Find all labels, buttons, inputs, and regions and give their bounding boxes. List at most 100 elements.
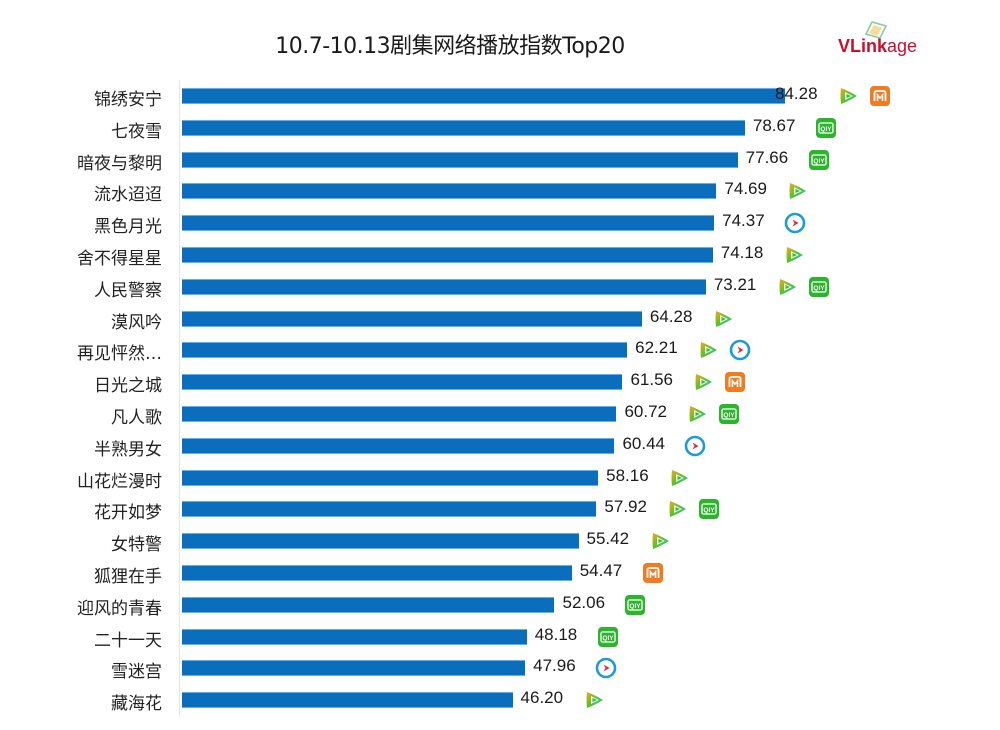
category-label: 山花烂漫时	[77, 471, 162, 492]
bar-row: 七夜雪 78.67 QIY	[0, 112, 1000, 144]
iqiyi-icon: QIY	[808, 276, 830, 298]
value-label: 74.37	[722, 211, 765, 231]
bar	[182, 692, 513, 709]
bar	[182, 437, 615, 454]
youku-icon	[684, 435, 706, 457]
bar	[182, 374, 623, 391]
logo-wordmark: VLinkage	[838, 36, 918, 56]
platform-icons: QIY	[815, 117, 837, 139]
tencent-video-icon	[692, 371, 714, 393]
platform-icons: QIY	[666, 498, 720, 520]
bar-row: 花开如梦 57.92 QIY	[0, 493, 1000, 525]
tencent-video-icon	[776, 276, 798, 298]
bar	[182, 342, 628, 359]
bar	[182, 119, 745, 136]
svg-text:QIY: QIY	[724, 412, 736, 419]
bar	[182, 596, 555, 613]
bar-row: 藏海花 46.20	[0, 684, 1000, 716]
svg-text:QIY: QIY	[602, 635, 614, 642]
svg-text:QIY: QIY	[813, 285, 825, 292]
platform-icons: QIY	[686, 403, 740, 425]
platform-icons	[837, 85, 891, 107]
value-label: 48.18	[534, 624, 578, 644]
vlinkage-logo: VLinkage	[838, 20, 938, 60]
category-label: 漠风吟	[111, 312, 162, 333]
bar	[182, 533, 579, 550]
bar	[182, 660, 526, 677]
svg-text:QIY: QIY	[813, 158, 825, 165]
platform-icons: QIY	[624, 594, 646, 616]
tencent-video-icon	[837, 85, 859, 107]
value-label: 57.92	[604, 497, 647, 517]
category-label: 流水迢迢	[94, 185, 162, 206]
value-label: 52.06	[562, 592, 606, 612]
bar-row: 舍不得星星 74.18	[0, 239, 1000, 271]
bar-row: 二十一天 48.18 QIY	[0, 621, 1000, 653]
value-label: 62.21	[635, 338, 678, 358]
bar-row: 再见怦然… 62.21	[0, 334, 1000, 366]
platform-icons	[684, 435, 706, 457]
value-label: 60.72	[624, 402, 667, 421]
bar	[182, 278, 706, 295]
mango-tv-icon	[724, 371, 746, 393]
category-label: 暗夜与黎明	[77, 153, 162, 174]
platform-icons: QIY	[808, 149, 830, 171]
category-label: 黑色月光	[94, 217, 162, 238]
platform-icons	[712, 308, 734, 330]
category-label: 迎风的青春	[77, 598, 162, 619]
svg-text:QIY: QIY	[704, 508, 716, 515]
platform-icons	[668, 467, 690, 489]
bar-row: 日光之城 61.56	[0, 366, 1000, 398]
platform-icons	[649, 530, 671, 552]
category-label: 再见怦然…	[77, 344, 162, 365]
category-label: 半熟男女	[94, 439, 162, 460]
value-label: 77.66	[745, 147, 789, 167]
chart-title: 10.7-10.13剧集网络播放指数Top20	[275, 34, 625, 59]
value-label: 61.56	[630, 370, 673, 390]
tencent-video-icon	[583, 689, 605, 711]
platform-icons	[595, 657, 617, 679]
iqiyi-icon: QIY	[718, 403, 740, 425]
platform-icons	[783, 244, 805, 266]
bar	[182, 501, 597, 518]
iqiyi-icon: QIY	[624, 594, 646, 616]
bar	[182, 151, 738, 168]
bar	[182, 310, 642, 327]
tencent-video-icon	[666, 498, 688, 520]
iqiyi-icon: QIY	[597, 626, 619, 648]
platform-icons: QIY	[776, 276, 830, 298]
youku-icon	[784, 212, 806, 234]
value-label: 54.47	[579, 561, 623, 580]
category-label: 日光之城	[94, 376, 162, 397]
platform-icons	[583, 689, 605, 711]
value-label: 47.96	[533, 656, 576, 676]
value-label: 46.20	[520, 688, 564, 708]
value-label: 55.42	[586, 529, 630, 549]
bar-row: 狐狸在手 54.47	[0, 557, 1000, 589]
value-label: 78.67	[752, 115, 796, 135]
bar-row: 半熟男女 60.44	[0, 430, 1000, 462]
logo-mark-icon	[864, 21, 888, 39]
bar	[182, 469, 599, 486]
category-label: 藏海花	[111, 694, 162, 715]
category-label: 七夜雪	[111, 121, 162, 142]
bar-row: 雪迷宫 47.96	[0, 652, 1000, 684]
bar-row: 女特警 55.42	[0, 525, 1000, 557]
youku-icon	[595, 657, 617, 679]
platform-icons	[784, 212, 806, 234]
bar	[182, 628, 527, 645]
mango-tv-icon	[642, 562, 664, 584]
value-label: 74.18	[720, 243, 764, 262]
tencent-video-icon	[649, 530, 671, 552]
tencent-video-icon	[697, 339, 719, 361]
platform-icons	[697, 339, 751, 361]
category-label: 狐狸在手	[94, 567, 162, 587]
svg-text:QIY: QIY	[820, 126, 832, 133]
svg-text:QIY: QIY	[630, 603, 642, 610]
category-label: 雪迷宫	[111, 662, 162, 683]
bar-row: 山花烂漫时 58.16	[0, 462, 1000, 494]
bar	[182, 406, 617, 422]
bar-row: 漠风吟 64.28	[0, 303, 1000, 335]
bar	[182, 215, 715, 232]
bar	[182, 88, 786, 104]
